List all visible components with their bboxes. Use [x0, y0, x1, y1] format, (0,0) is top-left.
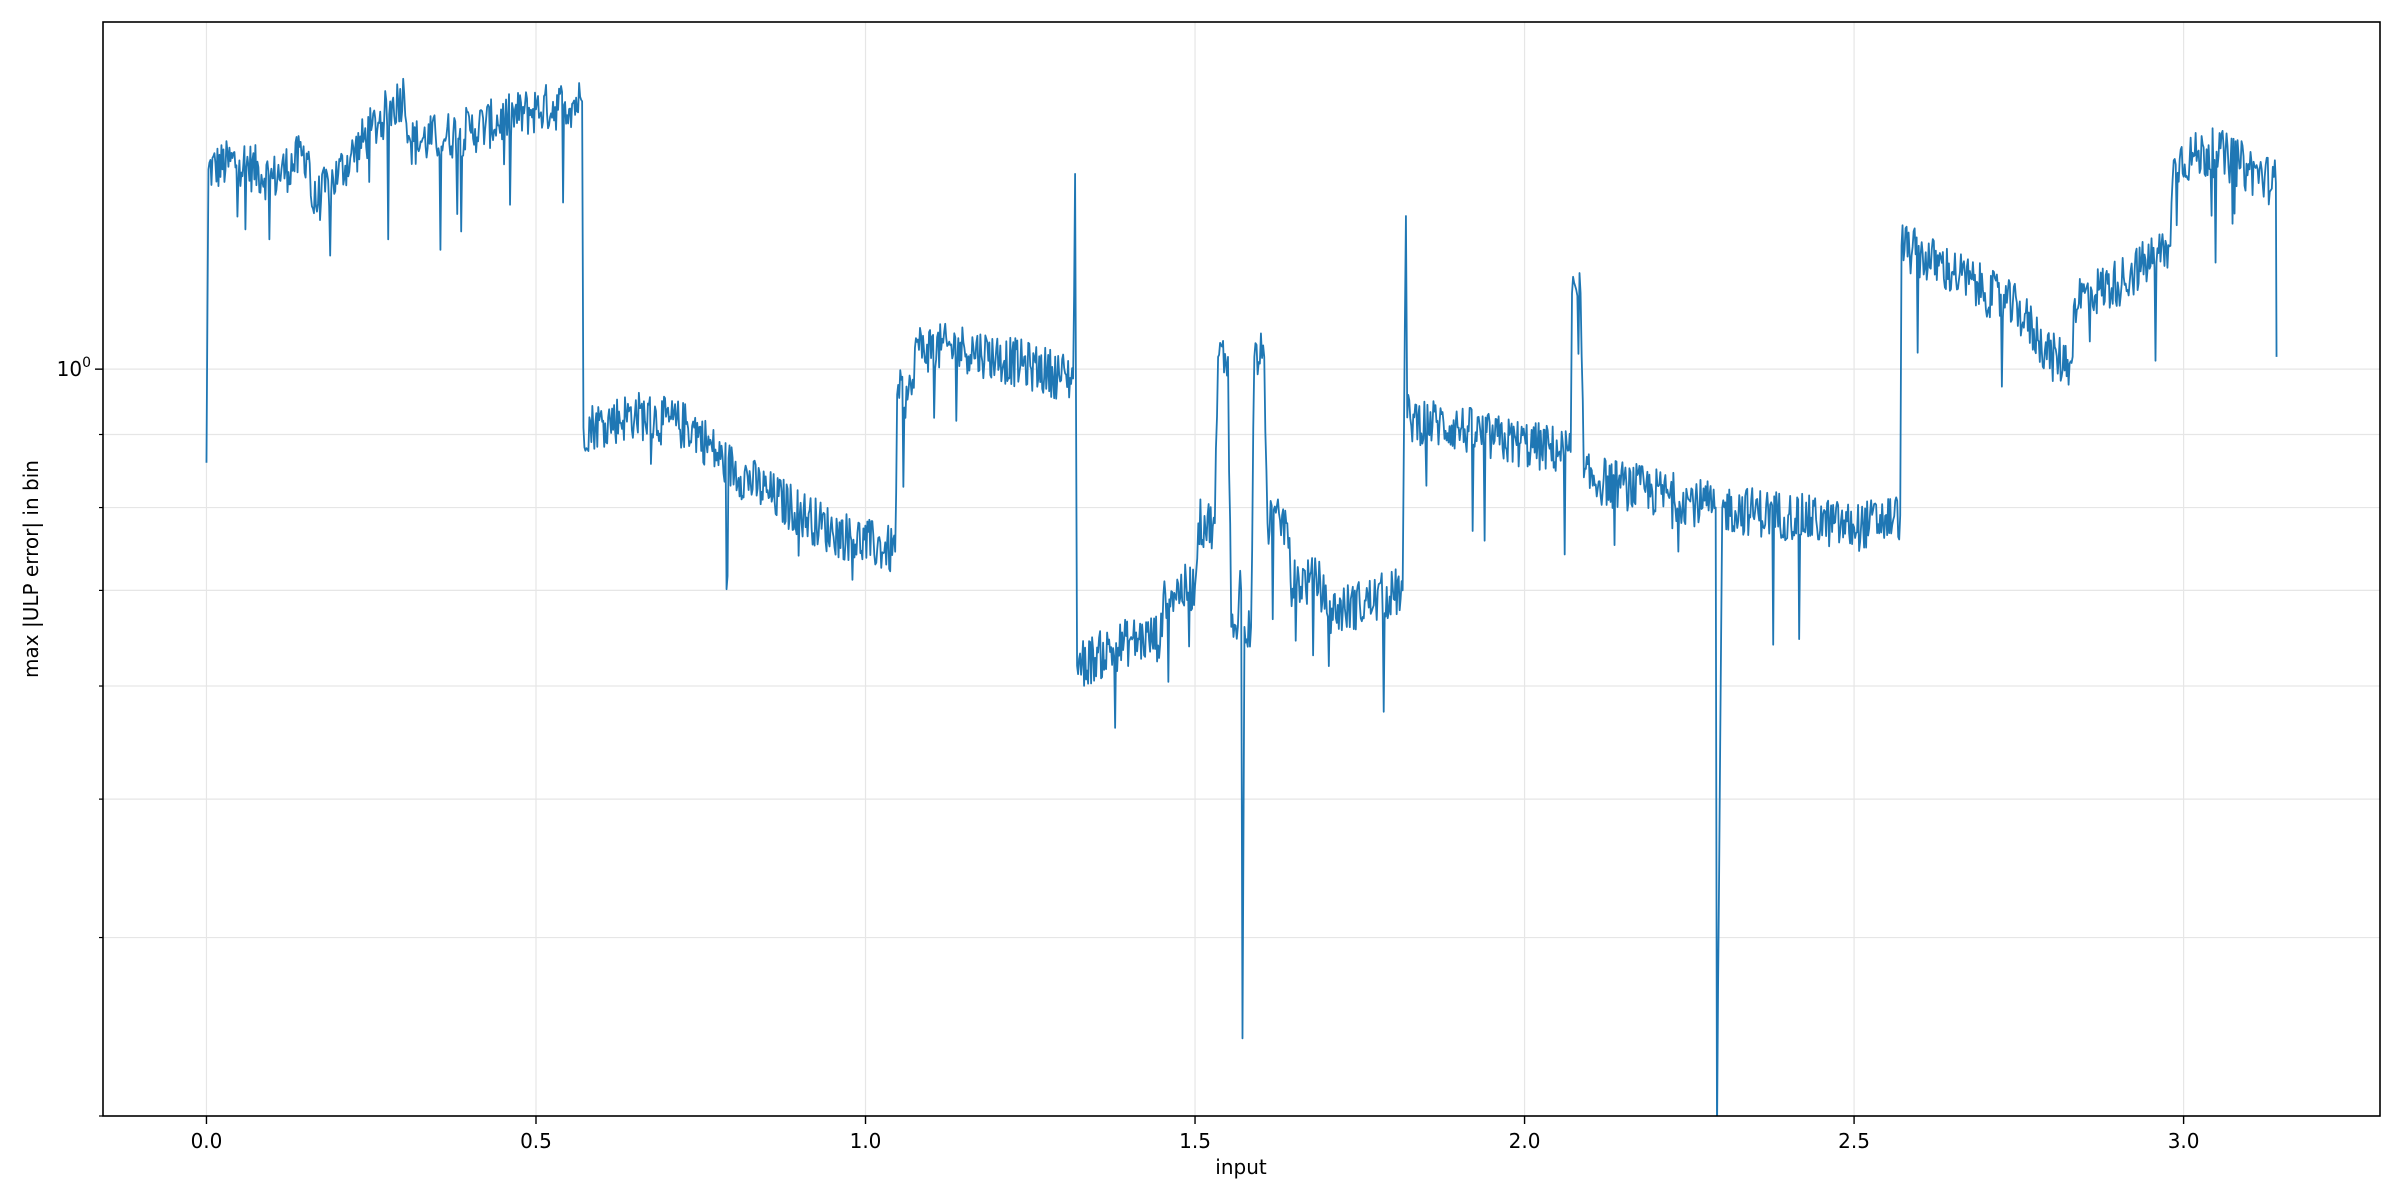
series-line-0: [205, 77, 2278, 1116]
x-tick-label: 1.0: [850, 1129, 882, 1153]
plot-frame: [102, 21, 2381, 1117]
y-axis-label: max |ULP error| in bin: [19, 460, 43, 678]
x-tick-label: 0.0: [191, 1129, 223, 1153]
x-tick-label: 0.5: [520, 1129, 552, 1153]
x-tick-label: 2.5: [1838, 1129, 1870, 1153]
y-axis-ticks: 100: [57, 355, 103, 1117]
series-layer: [205, 77, 2278, 1116]
x-axis-ticks: 0.0 0.5 1.0 1.5 2.0 2.5 3.0: [191, 1116, 2200, 1153]
x-tick-label: 2.0: [1509, 1129, 1541, 1153]
grid-layer: [103, 22, 2380, 1117]
x-tick-label: 1.5: [1179, 1129, 1211, 1153]
x-tick-label: 3.0: [2168, 1129, 2200, 1153]
x-axis-label: input: [1215, 1155, 1267, 1179]
y-tick-label: 100: [57, 355, 91, 381]
